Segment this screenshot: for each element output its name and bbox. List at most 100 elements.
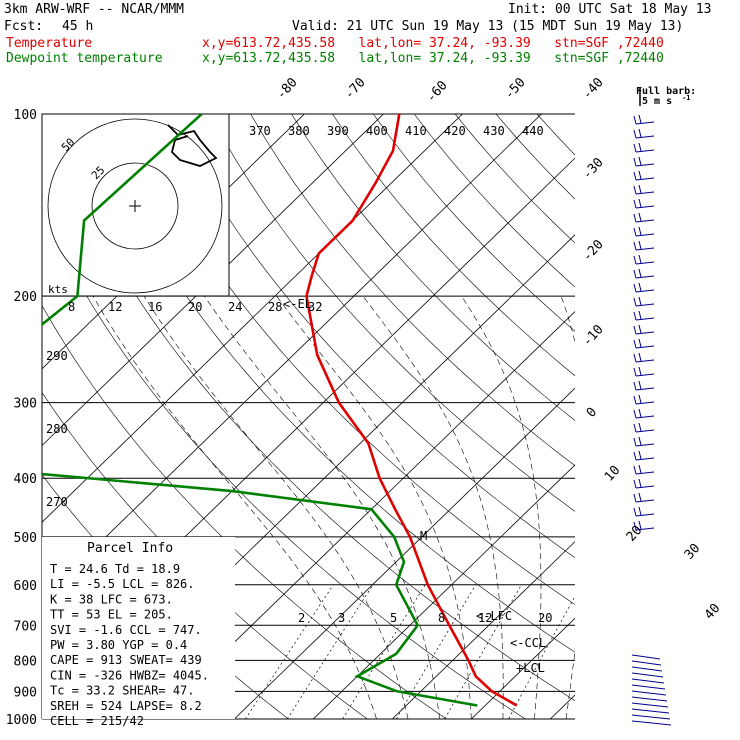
moist-adiabat [204, 295, 440, 719]
isotherm-line [471, 617, 575, 719]
wind-barb-flag [633, 241, 637, 251]
parcel-row: SVI = -1.6 CCL = 747. [50, 623, 202, 637]
wind-barb-flag [638, 394, 642, 404]
mixing-ratio-top-label: 8 [68, 300, 75, 314]
wind-barb-flag [633, 171, 637, 181]
wind-barb [635, 121, 655, 125]
pressure-tick-label: 900 [14, 685, 37, 700]
wind-barb [635, 345, 655, 349]
wind-barb-flag [638, 408, 642, 418]
mixing-ratio-label: 8 [438, 611, 445, 625]
level-marker: +LCL [516, 661, 545, 675]
isotherm-label: -80 [274, 75, 301, 102]
mixing-ratio-label: 3 [338, 611, 345, 625]
mixing-ratio-top-label: 24 [228, 300, 242, 314]
wind-barb-flag [638, 324, 642, 334]
isotherm-label: -50 [502, 75, 529, 102]
wind-barb-flag [638, 296, 642, 306]
wind-barb [635, 135, 655, 139]
wind-barb-flag [633, 199, 637, 209]
wind-barb-flag [638, 338, 642, 348]
barb-legend: Full barb: 5 m s -1 [636, 86, 696, 107]
pressure-tick-label: 500 [14, 531, 37, 546]
theta-e-label: 370 [249, 124, 271, 138]
wind-barb-flag [633, 339, 637, 349]
dry-adiabat [45, 114, 575, 702]
parcel-row: CIN = -326 HWBZ= 4045. [50, 668, 209, 682]
wind-barb [631, 684, 666, 690]
legend-temperature: Temperature [6, 36, 93, 51]
barb-legend-title: Full barb: [636, 86, 696, 97]
pressure-tick-label: 800 [14, 654, 37, 669]
mixing-ratio-top-label: 16 [148, 300, 162, 314]
isotherm-label: -60 [424, 78, 451, 105]
wind-barb [631, 720, 672, 726]
wind-barb [635, 233, 655, 237]
wind-barb [631, 672, 664, 678]
wind-barb [635, 275, 655, 279]
isotherm-label: 30 [682, 541, 704, 563]
mixing-ratio-line [245, 584, 334, 719]
parcel-row: K = 38 LFC = 673. [50, 592, 173, 606]
dry-adiabat [42, 210, 526, 719]
wind-barb-flag [638, 170, 642, 180]
wind-barb [631, 702, 669, 708]
isotherm-line [42, 114, 542, 600]
dry-adiabat [250, 114, 575, 467]
wind-barb-flag [633, 269, 637, 279]
wind-barb-layer [631, 114, 672, 726]
wind-barb [635, 261, 655, 265]
wind-barb [631, 660, 662, 666]
wind-barb-flag [638, 184, 642, 194]
theta-label: 280 [46, 422, 68, 436]
dry-adiabat [700, 114, 740, 732]
isotherm-label: -70 [342, 75, 369, 102]
wind-barb [635, 359, 655, 363]
barb-legend-superscript: -1 [682, 94, 690, 102]
dry-adiabat [127, 114, 575, 605]
isotherm-label: -10 [580, 322, 607, 349]
temperature-curve [305, 114, 518, 707]
level-marker: M [420, 529, 427, 543]
legend-dewpoint: Dewpoint temperature [6, 51, 163, 66]
wind-barb-flag [638, 520, 642, 530]
dewpoint-curve [42, 114, 478, 707]
model-title: 3km ARW-WRF -- NCAR/MMM [4, 2, 185, 17]
mixing-ratio-top-label: 32 [308, 300, 322, 314]
wind-barb-flag [633, 521, 637, 531]
forecast-label: Fcst: [4, 19, 44, 34]
wind-barb [635, 485, 655, 489]
wind-barb-flag [638, 436, 642, 446]
wind-barb [635, 303, 655, 307]
pressure-tick-label: 400 [14, 472, 37, 487]
wind-barb-flag [633, 311, 637, 321]
wind-barb-flag [638, 198, 642, 208]
level-marker: <-LFC [476, 609, 512, 623]
wind-barb-flag [633, 297, 637, 307]
wind-barb-flag [638, 352, 642, 362]
mixing-ratio-line [395, 584, 477, 719]
isotherm-line [234, 387, 575, 719]
wind-barb [635, 205, 655, 209]
wind-barb [631, 696, 668, 702]
wind-barb-flag [638, 212, 642, 222]
curve-layer [42, 114, 518, 707]
isotherm-label: 10 [602, 463, 624, 485]
theta-e-label: 380 [288, 124, 310, 138]
isotherm-label: 0 [584, 405, 600, 421]
wind-barb [635, 401, 655, 405]
parcel-info-box: Parcel Info T = 24.6 Td = 18.9LI = -5.5 … [42, 537, 235, 728]
wind-barb [635, 219, 655, 223]
theta-label: 290 [46, 349, 68, 363]
dry-adiabat [413, 114, 575, 288]
wind-barb-flag [638, 450, 642, 460]
wind-barb-flag [633, 255, 637, 265]
isotherm-line [42, 114, 463, 523]
wind-barb [631, 678, 665, 684]
wind-barb-flag [638, 240, 642, 250]
theta-e-label: 420 [444, 124, 466, 138]
wind-barb-flag [638, 156, 642, 166]
pressure-tick-label: 200 [14, 290, 37, 305]
hodograph-units: kts [48, 283, 68, 296]
wind-barb-flag [638, 310, 642, 320]
